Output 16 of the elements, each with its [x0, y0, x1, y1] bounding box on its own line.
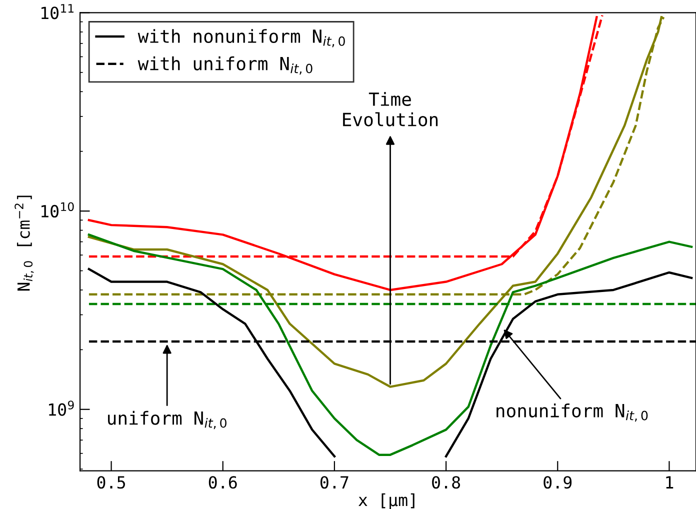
legend-label: with nonuniform N$_{it,0}$ [138, 29, 345, 48]
legend-label: with uniform N$_{it,0}$ [138, 56, 312, 75]
line-series [88, 234, 693, 456]
y-tick-label: 10$^{10}$ [42, 202, 74, 218]
x-tick-label: 0.9 [544, 476, 572, 489]
y-tick-label: 10$^{11}$ [42, 4, 74, 20]
x-tick-label: 0.8 [432, 476, 460, 489]
x-tick-label: 1 [666, 476, 674, 488]
annotation: Time Evolution [343, 92, 438, 126]
x-tick-label: 0.5 [97, 476, 125, 489]
annotation: uniform N$_{it,0}$ [108, 410, 226, 430]
x-tick-label: 0.6 [208, 476, 237, 489]
annotation: nonuniform N$_{it,0}$ [496, 403, 648, 422]
text: N$_{it,0}$ [cm$^{−2}$] [14, 196, 34, 291]
y-tick-label: 10$^{9}$ [49, 400, 74, 416]
x-tick-label: 0.7 [320, 476, 348, 489]
